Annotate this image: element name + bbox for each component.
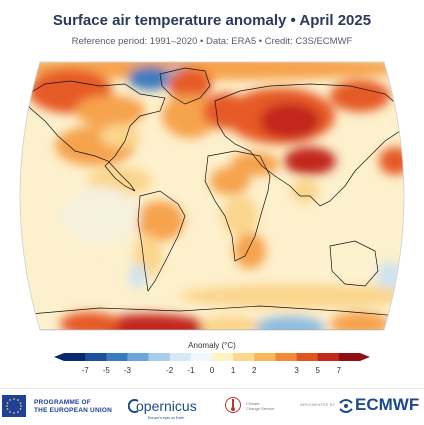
colorbar-arrow-high [360,353,370,361]
colorbar-tick-label: -5 [103,366,111,375]
footer: PROGRAMME OF THE EUROPEAN UNION opernicu… [0,388,424,425]
anomaly-field [20,62,404,330]
colorbar-tick-label: 0 [210,366,215,375]
colorbar-swatch [254,353,276,361]
colorbar-tick-label: 2 [252,366,257,375]
implemented-by-label: IMPLEMENTED BY [300,403,336,407]
ecmwf-logo-text: ECMWF [355,395,420,414]
colorbar: -7 -5 -3 -2 -1 0 1 2 3 5 7 [52,353,372,383]
colorbar-swatch [190,353,213,361]
colorbar-swatch [233,353,255,361]
map-subtitle: Reference period: 1991–2020 • Data: ERA5… [71,36,353,47]
colorbar-swatches [54,353,370,361]
colorbar-ticks: -7 -5 -3 -2 -1 0 1 2 3 5 7 [82,366,342,375]
colorbar-tick-label: 5 [315,366,320,375]
colorbar-tick-label: 7 [337,366,342,375]
colorbar-swatch [148,353,171,361]
colorbar-swatch [212,353,234,361]
colorbar-swatch [317,353,340,361]
colorbar-swatch [275,353,297,361]
colorbar-swatch [64,353,86,361]
colorbar-swatch [338,353,361,361]
colorbar-tick-label: -7 [82,366,90,375]
legend-title: Anomaly (°C) [188,341,236,350]
colorbar-tick-label: -1 [187,366,195,375]
eu-programme-label: PROGRAMME OF THE EUROPEAN UNION [34,399,112,414]
colorbar-tick-label: 3 [294,366,299,375]
colorbar-arrow-low [54,353,64,361]
c3s-thermometer-icon [225,397,241,413]
copernicus-tagline: Europe's eyes on Earth [148,416,185,420]
c3s-label: Climate Change Service [246,401,275,411]
colorbar-tick-label: -2 [166,366,174,375]
colorbar-swatch [106,353,128,361]
colorbar-tick-label: -3 [124,366,132,375]
colorbar-swatch [296,353,319,361]
colorbar-swatch [169,353,192,361]
colorbar-swatch [85,353,107,361]
map-frame [19,61,405,331]
eu-flag-logo [2,395,26,417]
colorbar-swatch [127,353,149,361]
coastlines [20,67,404,330]
map-title: Surface air temperature anomaly • April … [52,12,372,29]
ecmwf-swirl-icon [339,399,353,413]
colorbar-tick-label: 1 [231,366,236,375]
copernicus-c-icon [128,399,139,413]
world-map [0,56,424,336]
copernicus-logo: opernicus [136,398,197,414]
